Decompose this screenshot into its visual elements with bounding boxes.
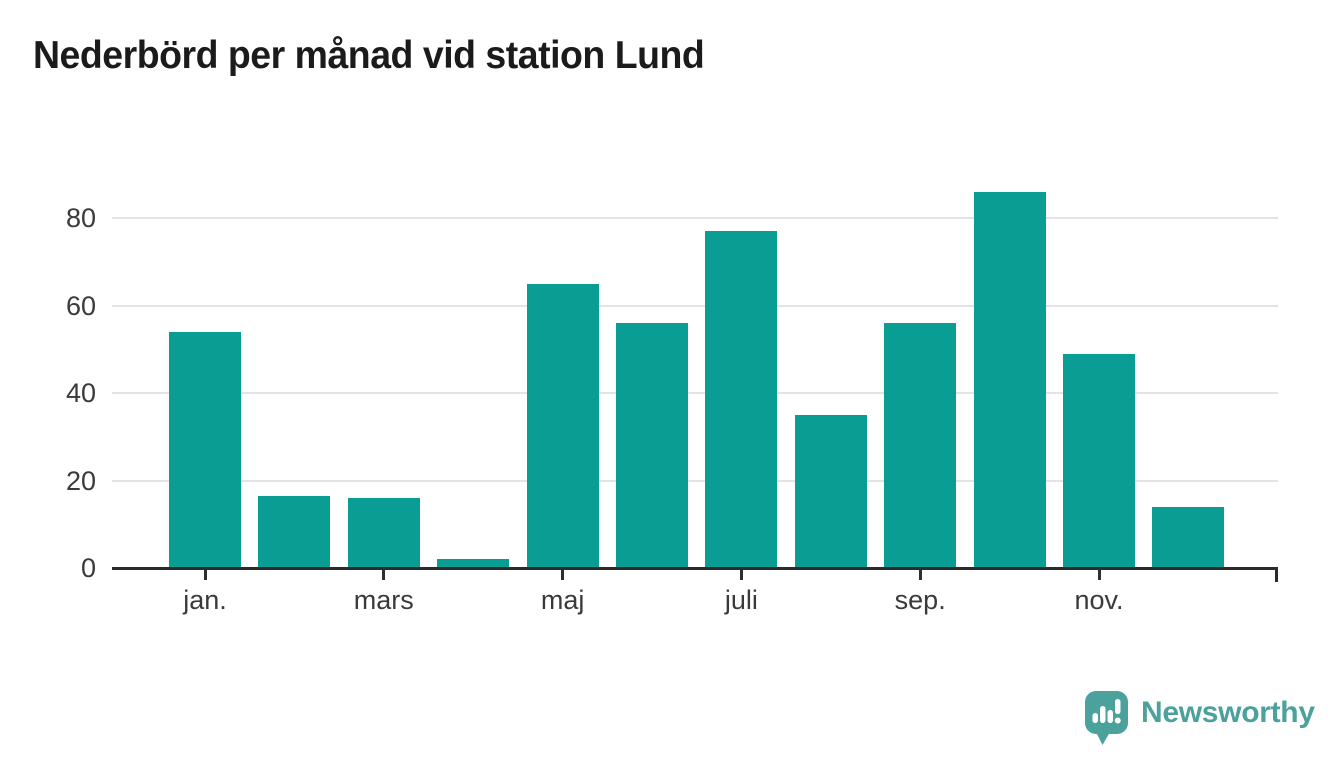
bar-okt: [973, 191, 1046, 568]
x-axis-tick-label: jan.: [183, 585, 227, 615]
y-axis-tick-label: 60: [65, 290, 96, 321]
x-axis-tick: [382, 569, 386, 580]
x-axis-tick: [561, 569, 565, 580]
bar-jan: [169, 331, 241, 568]
gridline: [112, 217, 1278, 219]
x-axis-tick: [739, 569, 743, 580]
bar-april: [437, 559, 510, 568]
x-axis-tick: [203, 569, 207, 580]
x-axis-tick-label: nov.: [1074, 585, 1124, 615]
x-axis-tick-label: mars: [353, 585, 414, 615]
gridline: [112, 479, 1278, 482]
bar-juli: [705, 231, 778, 568]
gridline: [112, 304, 1278, 307]
bar-mars: [347, 498, 420, 568]
x-axis-tick-label: sep.: [894, 585, 946, 615]
x-axis-tick-label: juli: [724, 585, 758, 615]
brand-logo: Newsworthy: [1085, 691, 1315, 746]
bar-nov: [1063, 353, 1135, 568]
bar-sep: [884, 323, 957, 568]
chart-title: Nederbörd per månad vid station Lund: [33, 34, 705, 77]
x-axis-tick: [918, 569, 922, 580]
bar-chart: 0 20 40 60 80 jan. mars maj juli sep. nov.: [66, 148, 1278, 615]
brand-name: Newsworthy: [1141, 696, 1315, 729]
gridline: [112, 392, 1278, 394]
x-axis-tick-label: maj: [540, 585, 585, 615]
x-axis-tick: [1097, 569, 1101, 580]
bar-maj: [526, 283, 599, 568]
x-axis-line: [112, 567, 1278, 570]
bar-aug: [794, 414, 867, 568]
bar-juni: [616, 323, 688, 568]
y-axis-tick-label: 0: [80, 553, 96, 583]
bar-feb: [258, 495, 331, 568]
x-axis-endcap: [1275, 569, 1278, 582]
y-axis-tick-label: 40: [65, 378, 96, 408]
y-axis-tick-label: 80: [65, 203, 96, 233]
y-axis-tick-label: 20: [65, 465, 96, 496]
newsworthy-logo-icon: [1085, 691, 1128, 745]
bar-dec: [1152, 506, 1225, 568]
